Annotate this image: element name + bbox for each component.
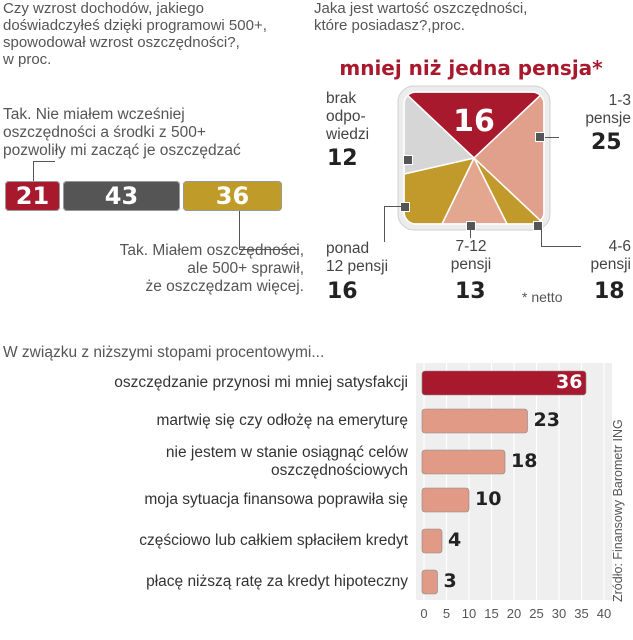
segment-value: 36: [215, 182, 250, 210]
x-tick-label: 20: [506, 606, 522, 621]
left-question-line: w proc.: [3, 51, 52, 68]
note-line: oszczędności a środki z 500+: [3, 124, 206, 141]
center-question-line: które posiadasz?,proc.: [314, 17, 465, 34]
x-tick-label: 0: [420, 606, 428, 621]
bar: [421, 449, 506, 475]
x-tick-label: 35: [574, 606, 589, 621]
segment-value: 21: [15, 182, 50, 210]
leader-line: [403, 155, 413, 165]
label-line: pensje: [585, 110, 631, 127]
bar-value: 18: [511, 450, 538, 472]
center-question: Jaka jest wartość oszczędności, które po…: [314, 0, 614, 34]
leader-line: [470, 230, 471, 238]
bar-label-line: płacę niższą ratę za kredyt hipoteczny: [146, 572, 408, 590]
leader-line: [384, 206, 385, 242]
stacked-segment-no: 43: [63, 181, 180, 211]
note-line: że oszczędzam więcej.: [145, 278, 304, 295]
leader-line: [545, 137, 559, 138]
bar-label-line: moja sytuacja finansowa poprawiła się: [144, 490, 408, 508]
bar: [421, 408, 528, 434]
bar: [421, 528, 443, 554]
note-line: Tak. Nie miałem wcześniej: [3, 106, 185, 123]
bar-value: 36: [556, 371, 583, 393]
left-note-bottom: Tak. Miałem oszczędności, ale 500+ spraw…: [0, 242, 304, 296]
label-line: pensji: [450, 256, 492, 273]
footnote: * netto: [522, 289, 563, 305]
left-question-line: Czy wzrost dochodów, jakiego: [3, 0, 204, 17]
x-tick-label: 25: [529, 606, 544, 621]
bar-label: oszczędzanie przynosi mi mniej satysfakc…: [114, 374, 408, 393]
connector-line: [239, 211, 240, 249]
leader-line: [384, 206, 401, 207]
left-question: Czy wzrost dochodów, jakiego doświadczył…: [3, 0, 303, 68]
note-line: Tak. Miałem oszczędności,: [119, 242, 304, 259]
x-tick-label: 30: [551, 606, 567, 621]
label-line: odpo-: [326, 108, 366, 125]
label-over-12: ponad 12 pensji: [326, 240, 406, 276]
bar-value: 3: [443, 570, 457, 592]
label-4-6: 4-6 pensji: [571, 238, 632, 274]
label-line: 7-12: [455, 238, 487, 255]
label-line: 1-3: [608, 92, 631, 109]
left-question-line: spowodował wzrost oszczędności?,: [3, 34, 240, 51]
bar-label-line: oszczędnościowych: [271, 462, 408, 479]
value-no-answer: 12: [327, 146, 358, 171]
label-7-12: 7-12 pensji: [436, 238, 506, 274]
savings-square-chart: 16: [397, 85, 551, 231]
left-question-line: doświadczyłeś dzięki programowi 500+,: [3, 17, 267, 34]
bar-value: 23: [533, 409, 560, 431]
label-line: pensji: [590, 256, 632, 273]
label-line: brak: [326, 90, 357, 107]
value-4-6: 18: [594, 279, 625, 304]
bottom-intro: W związku z niższymi stopami procentowym…: [3, 344, 325, 361]
bar: [421, 370, 587, 396]
connector-line: [33, 161, 55, 162]
leader-line: [533, 221, 543, 231]
leader-line: [466, 221, 476, 231]
bar-value: 10: [475, 488, 502, 510]
value-7-12: 13: [455, 279, 486, 304]
slice-no-answer: [404, 92, 476, 175]
label-1-3: 1-3 pensje: [571, 92, 631, 128]
label-line: ponad: [326, 240, 370, 257]
left-note-top: Tak. Nie miałem wcześniej oszczędności a…: [3, 106, 303, 160]
bar-label-line: oszczędzanie przynosi mi mniej satysfakc…: [114, 373, 408, 391]
value-over-12: 16: [327, 279, 358, 304]
leader-line: [535, 132, 545, 142]
note-line: pozwoliły mi zacząć je oszczędzać: [3, 142, 241, 159]
x-tick-label: 5: [442, 606, 451, 621]
bar-label: częściowo lub całkiem spłaciłem kredyt: [139, 532, 408, 551]
bar-label: moja sytuacja finansowa poprawiła się: [144, 491, 408, 510]
note-line: ale 500+ sprawił,: [187, 260, 304, 277]
bar-label-line: nie jestem w stanie osiągnąć celów: [165, 443, 408, 461]
label-line: 4-6: [608, 238, 631, 255]
slice-value-less-than-one: 16: [453, 104, 495, 139]
leader-line: [541, 246, 581, 247]
highlight-label: mniej niż jedna pensja*: [339, 56, 603, 80]
stacked-segment-new-savers: 21: [5, 181, 60, 211]
bar-label: nie jestem w stanie osiągnąć celów oszczę…: [166, 444, 408, 481]
segment-value: 43: [104, 182, 139, 210]
x-tick-label: 40: [596, 606, 612, 621]
bar: [421, 569, 438, 595]
bar-label: martwię się czy odłożę na emeryturę: [156, 412, 408, 431]
label-no-answer: brak odpo- wiedzi: [326, 90, 386, 144]
x-tick-label: 10: [461, 606, 477, 621]
leader-line: [541, 230, 542, 246]
label-line: wiedzi: [326, 126, 370, 143]
bar-label-line: martwię się czy odłożę na emeryturę: [156, 411, 408, 429]
stacked-segment-save-more: 36: [183, 181, 282, 211]
value-1-3: 25: [591, 130, 622, 155]
label-line: 12 pensji: [326, 258, 389, 275]
x-tick-label: 15: [484, 606, 499, 621]
connector-line: [239, 249, 299, 250]
center-question-line: Jaka jest wartość oszczędności,: [314, 0, 528, 17]
leader-line: [400, 202, 410, 212]
bar-label: płacę niższą ratę za kredyt hipoteczny: [146, 573, 408, 592]
connector-line: [33, 161, 34, 181]
bar-label-line: częściowo lub całkiem spłaciłem kredyt: [139, 531, 408, 549]
bar: [421, 487, 470, 513]
bar-value: 4: [448, 529, 462, 551]
